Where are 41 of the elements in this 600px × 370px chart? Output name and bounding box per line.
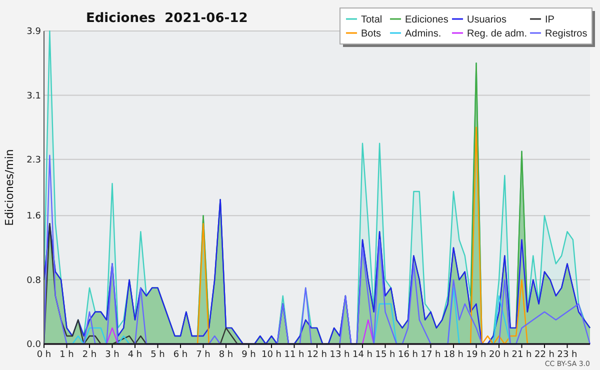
x-tick-label: 14 h xyxy=(352,350,373,360)
x-tick-label: 5 h xyxy=(150,350,165,360)
legend-label: Reg. de adm. xyxy=(467,28,528,40)
y-tick-label: 1.6 xyxy=(26,212,42,222)
y-tick-label: 0.0 xyxy=(26,340,42,350)
y-tick-label: 2.3 xyxy=(26,156,41,166)
x-tick-label: 19 h xyxy=(466,350,486,360)
x-tick-label: 18 h xyxy=(443,350,464,360)
x-tick-label: 15 h xyxy=(375,350,396,360)
x-tick-label: 9 h xyxy=(242,350,256,360)
x-tick-label: 13 h xyxy=(330,350,350,360)
y-tick-label: 0.8 xyxy=(26,276,42,286)
x-tick-label: 7 h xyxy=(196,350,210,360)
legend-label: Ediciones xyxy=(405,14,448,26)
chart-title: Ediciones 2021-06-12 xyxy=(86,11,248,26)
x-tick-label: 2 h xyxy=(82,350,97,360)
x-tick-label: 3 h xyxy=(105,350,120,360)
y-tick-label: 3.9 xyxy=(26,27,42,38)
legend-label: Bots xyxy=(361,28,382,40)
y-tick-label: 3.1 xyxy=(26,91,41,102)
y-axis-title: Ediciones/min xyxy=(3,149,16,226)
x-tick-label: 6 h xyxy=(173,350,188,360)
x-tick-label: 23 h xyxy=(557,350,578,360)
x-tick-label: 11 h xyxy=(284,350,304,360)
x-tick-label: 1 h xyxy=(60,350,74,360)
legend-label: Total xyxy=(361,14,382,26)
x-tick-label: 8 h xyxy=(218,350,234,360)
x-tick-label: 17 h xyxy=(420,350,441,360)
x-tick-label: 22 h xyxy=(534,350,555,360)
x-tick-label: 16 h xyxy=(398,350,418,360)
legend-label: Registros xyxy=(545,28,588,40)
legend-label: IP xyxy=(545,14,555,26)
x-tick-label: 10 h xyxy=(261,350,282,360)
legend-label: Admins. xyxy=(405,28,442,40)
line-series xyxy=(43,198,591,345)
x-tick-label: 12 h xyxy=(306,350,328,360)
x-tick-label: 20 h xyxy=(488,350,510,360)
x-tick-label: 0 h xyxy=(36,350,52,360)
legend-label: Usuarios xyxy=(467,14,506,26)
x-tick-label: 4 h xyxy=(128,350,142,360)
x-tick-label: 21 h xyxy=(512,350,532,360)
